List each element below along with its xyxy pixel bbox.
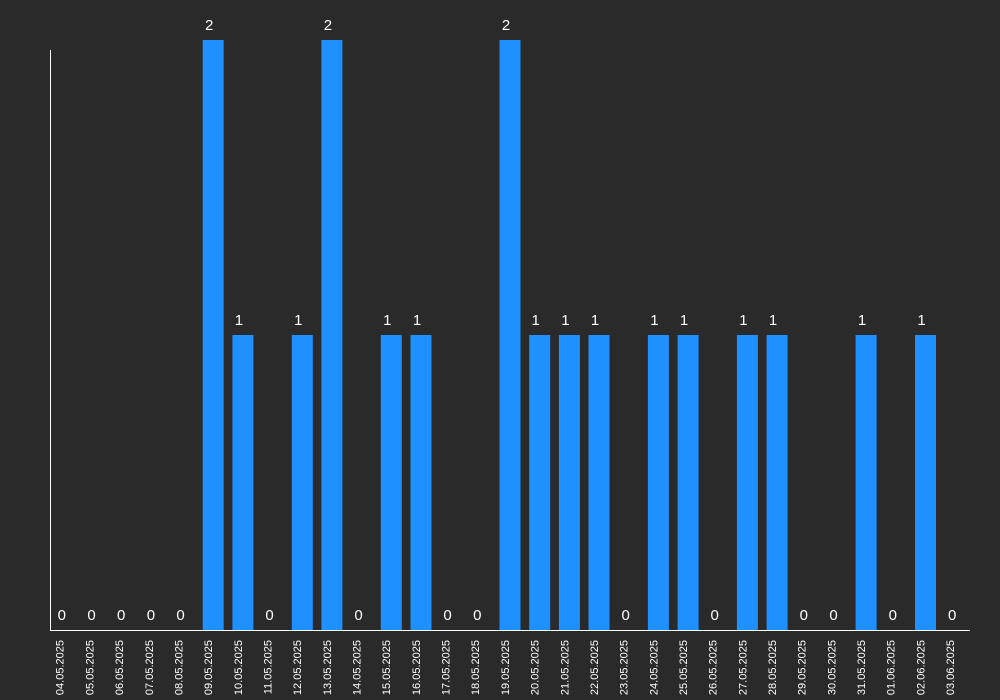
bar-16.05.2025 bbox=[410, 335, 432, 630]
x-tick-label-02.06.2025: 02.06.2025 bbox=[915, 640, 927, 695]
bar-15.05.2025 bbox=[380, 335, 402, 630]
value-label-08.05.2025: 0 bbox=[176, 607, 184, 624]
bar-02.06.2025 bbox=[915, 335, 936, 630]
x-tick-label-13.05.2025: 13.05.2025 bbox=[322, 640, 334, 695]
value-label-05.05.2025: 0 bbox=[87, 607, 95, 624]
bar-31.05.2025 bbox=[855, 335, 877, 630]
value-label-25.05.2025: 1 bbox=[680, 312, 688, 329]
x-tick-label-05.05.2025: 05.05.2025 bbox=[84, 640, 96, 695]
bar-13.05.2025 bbox=[321, 40, 343, 630]
x-tick-label-11.05.2025: 11.05.2025 bbox=[263, 640, 275, 694]
value-labels-group: 0 0 0 0 0 2 1 0 1 2 0 1 1 0 0 2 1 1 1 0 1 1 0 1 1 0 0 1 0 1 0 bbox=[58, 17, 957, 624]
value-label-01.06.2025: 0 bbox=[889, 607, 897, 624]
x-tick-label-23.05.2025: 23.05.2025 bbox=[619, 640, 631, 695]
x-tick-label-07.05.2025: 07.05.2025 bbox=[144, 640, 156, 695]
x-tick-label-19.05.2025: 19.05.2025 bbox=[500, 640, 512, 695]
value-label-30.05.2025: 0 bbox=[829, 607, 837, 624]
value-label-14.05.2025: 0 bbox=[354, 607, 362, 624]
x-tick-label-31.05.2025: 31.05.2025 bbox=[856, 640, 868, 695]
value-label-31.05.2025: 1 bbox=[858, 312, 866, 329]
value-label-24.05.2025: 1 bbox=[650, 312, 658, 329]
x-tick-label-24.05.2025: 24.05.2025 bbox=[648, 640, 660, 695]
x-tick-label-22.05.2025: 22.05.2025 bbox=[589, 640, 601, 695]
bar-10.05.2025 bbox=[232, 335, 254, 630]
bar-22.05.2025 bbox=[588, 335, 610, 630]
value-label-07.05.2025: 0 bbox=[147, 607, 155, 624]
x-tick-label-10.05.2025: 10.05.2025 bbox=[233, 640, 245, 695]
value-label-10.05.2025: 1 bbox=[235, 312, 243, 329]
x-tick-label-26.05.2025: 26.05.2025 bbox=[708, 640, 720, 695]
bar-09.05.2025 bbox=[202, 40, 224, 630]
value-label-16.05.2025: 1 bbox=[413, 312, 421, 329]
bar-21.05.2025 bbox=[558, 335, 580, 630]
x-tick-label-28.05.2025: 28.05.2025 bbox=[767, 640, 779, 695]
x-axis-tick-labels: 04.05.2025 05.05.2025 06.05.2025 07.05.2025… bbox=[55, 640, 957, 695]
value-label-26.05.2025: 0 bbox=[711, 607, 719, 624]
value-label-03.06.2025: 0 bbox=[948, 607, 956, 624]
value-label-23.05.2025: 0 bbox=[622, 607, 630, 624]
x-tick-label-30.05.2025: 30.05.2025 bbox=[826, 640, 838, 695]
value-label-29.05.2025: 0 bbox=[800, 607, 808, 624]
x-tick-label-14.05.2025: 14.05.2025 bbox=[352, 640, 364, 695]
x-tick-label-16.05.2025: 16.05.2025 bbox=[411, 640, 423, 695]
value-label-18.05.2025: 0 bbox=[473, 607, 481, 624]
x-tick-label-04.05.2025: 04.05.2025 bbox=[55, 640, 67, 695]
value-label-22.05.2025: 1 bbox=[591, 312, 599, 329]
value-label-11.05.2025: 0 bbox=[265, 607, 273, 624]
value-label-02.06.2025: 1 bbox=[917, 312, 925, 329]
x-tick-label-12.05.2025: 12.05.2025 bbox=[292, 640, 304, 695]
value-label-17.05.2025: 0 bbox=[443, 607, 451, 624]
bar-12.05.2025 bbox=[291, 335, 313, 630]
x-tick-label-21.05.2025: 21.05.2025 bbox=[559, 640, 571, 695]
bar-20.05.2025 bbox=[529, 335, 551, 630]
x-tick-label-27.05.2025: 27.05.2025 bbox=[737, 640, 749, 695]
value-label-13.05.2025: 2 bbox=[324, 17, 332, 34]
bar-25.05.2025 bbox=[677, 335, 699, 630]
value-label-06.05.2025: 0 bbox=[117, 607, 125, 624]
bar-24.05.2025 bbox=[647, 335, 669, 630]
bar-28.05.2025 bbox=[766, 335, 788, 630]
value-label-27.05.2025: 1 bbox=[739, 312, 747, 329]
x-tick-label-18.05.2025: 18.05.2025 bbox=[470, 640, 482, 695]
bar-27.05.2025 bbox=[736, 335, 758, 630]
x-tick-label-15.05.2025: 15.05.2025 bbox=[381, 640, 393, 695]
value-label-15.05.2025: 1 bbox=[383, 312, 391, 329]
x-tick-label-08.05.2025: 08.05.2025 bbox=[173, 640, 185, 695]
x-tick-label-09.05.2025: 09.05.2025 bbox=[203, 640, 215, 695]
x-tick-label-06.05.2025: 06.05.2025 bbox=[114, 640, 126, 695]
x-tick-label-20.05.2025: 20.05.2025 bbox=[530, 640, 542, 695]
bar-19.05.2025 bbox=[499, 40, 521, 630]
x-tick-label-03.06.2025: 03.06.2025 bbox=[945, 640, 957, 695]
value-label-09.05.2025: 2 bbox=[205, 17, 213, 34]
x-tick-label-25.05.2025: 25.05.2025 bbox=[678, 640, 690, 695]
x-tick-label-29.05.2025: 29.05.2025 bbox=[797, 640, 809, 695]
value-label-12.05.2025: 1 bbox=[294, 312, 302, 329]
value-label-21.05.2025: 1 bbox=[561, 312, 569, 329]
value-label-20.05.2025: 1 bbox=[532, 312, 540, 329]
x-tick-label-01.06.2025: 01.06.2025 bbox=[886, 640, 898, 695]
value-label-28.05.2025: 1 bbox=[769, 312, 777, 329]
x-tick-label-17.05.2025: 17.05.2025 bbox=[441, 640, 453, 695]
value-label-04.05.2025: 0 bbox=[58, 607, 66, 624]
bars-group bbox=[202, 40, 936, 630]
value-label-19.05.2025: 2 bbox=[502, 17, 510, 34]
